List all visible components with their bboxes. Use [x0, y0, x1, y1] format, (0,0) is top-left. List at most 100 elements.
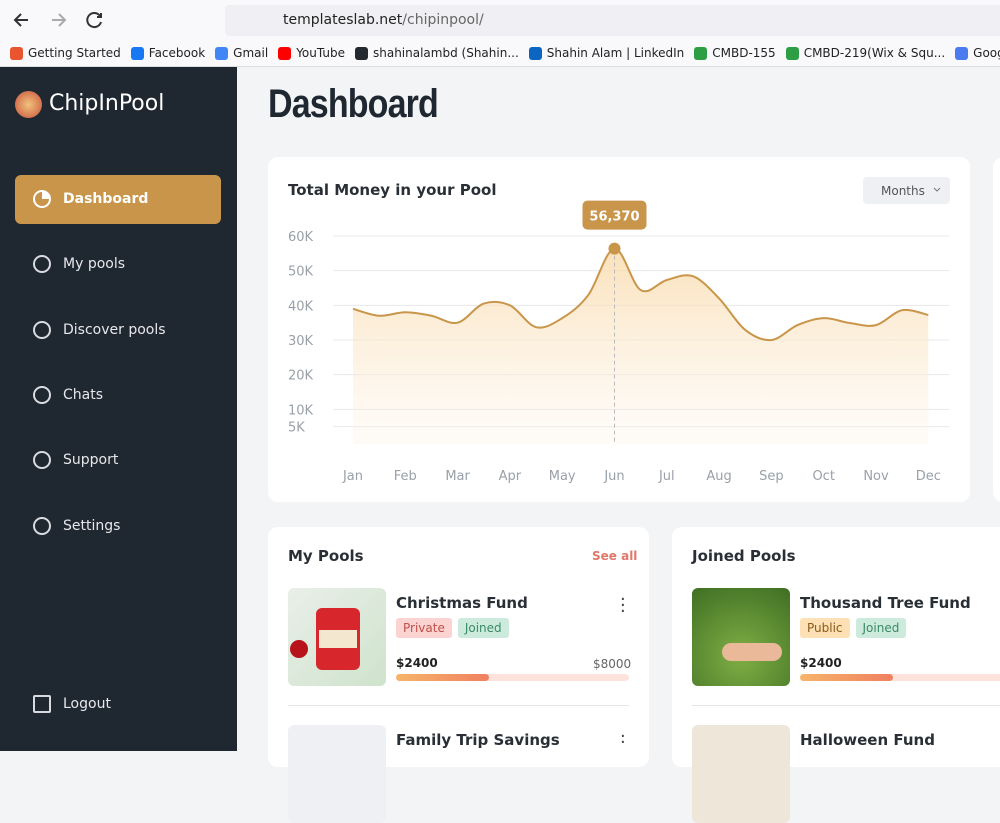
tag: Private: [396, 618, 452, 638]
goal: $8000: [593, 657, 632, 671]
nav-label: Discover pools: [63, 321, 166, 338]
joined-pools-card: Joined Pools Thousand Tree Fund Public Jo…: [672, 527, 1000, 823]
pool-image: [288, 588, 386, 686]
x-tick-label: Jun: [603, 469, 624, 484]
bookmark-label: Gmail: [233, 46, 269, 60]
url-host: templateslab.net: [283, 12, 403, 28]
logout[interactable]: Logout: [15, 680, 221, 729]
raised: $2400: [396, 656, 438, 670]
bookmarks-bar: Getting Started Facebook Gmail YouTube shahi…: [0, 40, 1000, 67]
nav-item[interactable]: Support: [15, 436, 221, 485]
chart: Total Money in your Pool Months 5K 10K 20K…: [288, 177, 950, 484]
bookmark[interactable]: YouTube: [278, 40, 345, 66]
nav-label: Settings: [63, 517, 121, 534]
pool-image: [692, 725, 790, 823]
bookmark-label: CMBD-219(Wix & Squ...: [803, 46, 946, 60]
nav-item[interactable]: My pools: [15, 240, 221, 289]
period-select[interactable]: [863, 177, 950, 204]
bookmark-label: Facebook: [148, 46, 206, 60]
divider: [692, 705, 1000, 706]
pool-image: [692, 588, 790, 686]
page-heading: Dashboard: [268, 82, 439, 126]
progress-bar: [800, 674, 894, 681]
tag: Joined: [855, 618, 907, 638]
point: [608, 242, 621, 255]
x-tick-label: Dec: [916, 469, 941, 484]
more-menu[interactable]: · · ·: [620, 589, 626, 622]
pool-name[interactable]: Halloween Fund: [800, 731, 935, 749]
brand: ChipInPool: [15, 89, 164, 119]
pool-name[interactable]: Family Trip Savings: [396, 731, 560, 749]
chart-title: Total Money in your Pool: [288, 181, 496, 199]
y-tick-label: 30K: [288, 334, 314, 349]
bookmark-label: Getting Started: [28, 46, 121, 60]
nav-item[interactable]: Settings: [15, 502, 221, 551]
card-title: My Pools: [288, 547, 364, 565]
dropdown-caret: [933, 187, 941, 192]
tag: Joined: [457, 618, 509, 638]
x-tick-label: Nov: [863, 469, 889, 484]
tags: Private Joined: [396, 617, 515, 638]
nav-item[interactable]: Dashboard: [15, 175, 221, 224]
nav-buttons[interactable]: [12, 10, 112, 30]
x-tick-label: Jul: [658, 469, 675, 484]
bookmark-label: CMBD-155: [712, 46, 776, 60]
more-menu[interactable]: · ·: [620, 726, 626, 753]
x-tick-label: Aug: [706, 469, 731, 484]
my-pools-card: My Pools See all Christmas Fund Private J…: [268, 527, 649, 823]
progress-bar: [396, 674, 490, 681]
bookmark[interactable]: CMBD-219(Wix & Squ...: [785, 40, 946, 66]
y-tick-label: 60K: [288, 230, 314, 245]
pool-image: [288, 725, 386, 823]
area: [353, 248, 929, 444]
y-tick-label: 10K: [288, 403, 314, 418]
pool-name[interactable]: Christmas Fund: [396, 594, 528, 612]
bookmark-label: Google Translate: [973, 46, 1000, 60]
nav-label: Support: [63, 452, 119, 469]
side-card: [993, 157, 1000, 502]
pool-name[interactable]: Thousand Tree Fund: [800, 594, 971, 612]
line: [352, 247, 929, 342]
bookmark[interactable]: Gmail: [215, 40, 269, 66]
bookmark[interactable]: Facebook: [130, 40, 206, 66]
nav-label: Chats: [63, 386, 104, 403]
divider: [288, 705, 629, 706]
progress-track: [396, 674, 629, 681]
y-tick-label: 50K: [288, 265, 314, 280]
tags: Public Joined: [800, 617, 912, 638]
bookmark[interactable]: Google Translate: [955, 40, 1000, 66]
tooltip: [582, 200, 647, 230]
nav-item[interactable]: Discover pools: [15, 306, 221, 355]
bookmark[interactable]: Getting Started: [10, 40, 121, 66]
value-label: 56,370: [589, 210, 639, 225]
y-tick-label: 5K: [288, 421, 305, 436]
chart-card: Total Money in your Pool Months 5K 10K 20K…: [268, 157, 970, 502]
bookmark[interactable]: CMBD-155: [694, 40, 776, 66]
x-tick-label: Oct: [812, 469, 834, 484]
bookmark[interactable]: Shahin Alam | LinkedIn: [528, 40, 685, 66]
see-all[interactable]: See all: [592, 549, 638, 563]
address-bar[interactable]: templateslab.net/chipinpool/: [225, 5, 1000, 36]
y-tick-label: 40K: [288, 299, 314, 314]
sidebar: ChipInPool Logout Dashboard My pools Disco…: [0, 67, 237, 751]
nav-label: My pools: [63, 256, 126, 273]
x-tick-label: Feb: [394, 469, 417, 484]
tag: Public: [800, 618, 850, 638]
nav-item[interactable]: Chats: [15, 371, 221, 420]
url-path: /chipinpool/: [402, 12, 484, 28]
x-tick-label: May: [549, 469, 576, 484]
period-label: Months: [881, 184, 925, 198]
x-tick-label: Sep: [759, 469, 784, 484]
x-tick-label: Jan: [342, 469, 363, 484]
brand-name: ChipInPool: [49, 91, 165, 116]
page: templateslab.net/chipinpool/ Getting Sta…: [0, 5, 1000, 823]
x-tick-label: Mar: [445, 469, 470, 484]
logout-label: Logout: [63, 696, 111, 712]
progress-track: [800, 674, 1000, 681]
y-tick-label: 20K: [288, 369, 314, 384]
bookmark-label: Shahin Alam | LinkedIn: [546, 46, 685, 60]
x-tick-label: Apr: [499, 469, 522, 484]
bookmark-label: shahinalambd (Shahin...: [372, 46, 519, 60]
raised: $2400: [800, 656, 842, 670]
bookmark[interactable]: shahinalambd (Shahin...: [354, 40, 519, 66]
